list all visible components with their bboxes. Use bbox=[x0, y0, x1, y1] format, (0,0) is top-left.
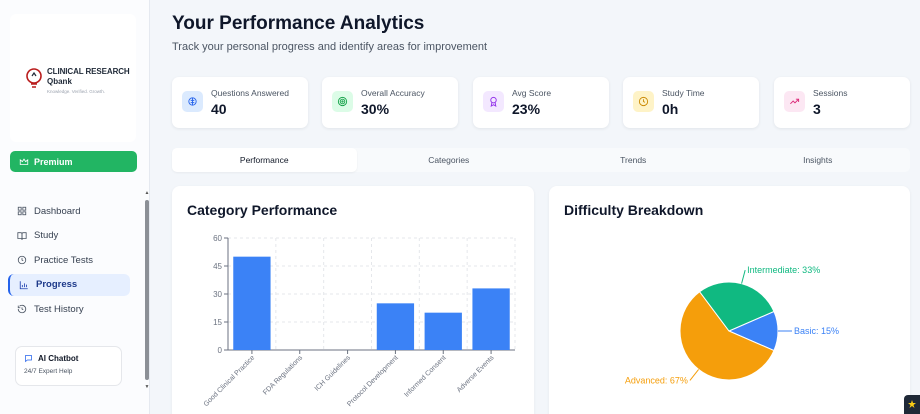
brain-icon bbox=[182, 91, 203, 112]
card-title: Difficulty Breakdown bbox=[564, 202, 704, 218]
history-icon bbox=[17, 304, 27, 314]
stat-overall-accuracy: Overall Accuracy 30% bbox=[322, 77, 458, 128]
stat-label: Study Time bbox=[662, 88, 705, 98]
x-tick-label: Good Clinical Practice bbox=[203, 354, 257, 408]
stat-avg-score: Avg Score 23% bbox=[473, 77, 609, 128]
scroll-down-icon[interactable]: ▼ bbox=[144, 384, 150, 390]
card-title: Category Performance bbox=[187, 202, 338, 218]
sidebar-item-label: Practice Tests bbox=[34, 254, 93, 266]
premium-button[interactable]: Premium bbox=[10, 151, 137, 172]
x-tick-label: Adverse Events bbox=[456, 354, 496, 394]
sidebar-item-test-history[interactable]: Test History bbox=[8, 298, 130, 320]
tab-insights[interactable]: Insights bbox=[803, 155, 833, 165]
stat-sessions: Sessions 3 bbox=[774, 77, 910, 128]
logo-title: CLINICAL RESEARCH bbox=[47, 67, 130, 76]
bar bbox=[376, 303, 415, 350]
difficulty-breakdown-card: Difficulty Breakdown Basic: 15% Advanced:… bbox=[549, 186, 910, 414]
sidebar-item-study[interactable]: Study bbox=[8, 225, 130, 247]
y-tick-label: 30 bbox=[213, 290, 222, 299]
x-tick-label: FDA Regulations bbox=[262, 354, 304, 396]
x-tick-label: Informed Consent bbox=[403, 354, 447, 398]
chat-icon bbox=[25, 355, 32, 363]
chatbot-title: AI Chatbot bbox=[38, 354, 79, 363]
sidebar-nav: Dashboard Study Practice Tests Progress … bbox=[8, 200, 130, 323]
logo-subtitle: Qbank bbox=[47, 77, 72, 86]
stat-value: 30% bbox=[361, 101, 390, 117]
y-tick-label: 45 bbox=[213, 262, 222, 271]
extension-icon[interactable] bbox=[904, 395, 920, 414]
stat-study-time: Study Time 0h bbox=[623, 77, 759, 128]
pie-slice bbox=[698, 281, 775, 332]
scroll-up-icon[interactable]: ▲ bbox=[144, 190, 150, 196]
category-bar-chart: 0 15 30 45 60 Good Clinical Practice FDA Regul… bbox=[203, 234, 516, 408]
scroll-thumb[interactable] bbox=[145, 200, 149, 380]
clock-icon bbox=[17, 255, 27, 265]
trending-up-icon bbox=[784, 91, 805, 112]
chatbot-subtitle: 24/7 Expert Help bbox=[24, 368, 73, 375]
bar bbox=[424, 312, 462, 350]
sidebar-item-dashboard[interactable]: Dashboard bbox=[8, 200, 130, 222]
pie-label: Advanced: 67% bbox=[625, 375, 688, 385]
bar bbox=[472, 288, 510, 350]
crown-icon bbox=[19, 157, 29, 165]
stat-value: 0h bbox=[662, 101, 679, 117]
premium-label: Premium bbox=[34, 156, 73, 167]
sidebar: CLINICAL RESEARCH Qbank Knowledge. Verif… bbox=[0, 0, 150, 414]
book-icon bbox=[17, 231, 27, 240]
sidebar-item-label: Test History bbox=[34, 303, 84, 315]
category-performance-card: Category Performance 0 15 30 45 60 Good Clini… bbox=[172, 186, 534, 414]
y-tick-label: 15 bbox=[213, 318, 222, 327]
x-tick-label: Protocol Development bbox=[346, 354, 400, 408]
pie-slice bbox=[679, 291, 775, 381]
stat-value: 23% bbox=[512, 101, 541, 117]
y-tick-label: 0 bbox=[218, 346, 223, 355]
pie-label: Basic: 15% bbox=[794, 326, 839, 336]
bar bbox=[233, 256, 271, 350]
pie-label: Intermediate: 33% bbox=[747, 265, 820, 275]
sidebar-item-progress[interactable]: Progress bbox=[8, 273, 130, 296]
stat-label: Sessions bbox=[813, 88, 848, 98]
stat-label: Avg Score bbox=[512, 88, 552, 98]
logo-card[interactable]: CLINICAL RESEARCH Qbank Knowledge. Verif… bbox=[10, 14, 136, 142]
sidebar-item-practice-tests[interactable]: Practice Tests bbox=[8, 249, 130, 271]
ai-chatbot-card[interactable]: AI Chatbot 24/7 Expert Help bbox=[15, 346, 122, 386]
page-subtitle: Track your personal progress and identif… bbox=[172, 41, 488, 53]
tab-performance[interactable]: Performance bbox=[172, 148, 357, 172]
pie-leader-line bbox=[689, 369, 699, 381]
logo-tagline: Knowledge. Verified. Growth. bbox=[47, 89, 106, 94]
x-tick-label: ICH Guidelines bbox=[314, 354, 353, 393]
pie-leader-line bbox=[741, 269, 746, 284]
page-title: Your Performance Analytics bbox=[172, 13, 425, 34]
stat-value: 40 bbox=[211, 101, 227, 117]
tab-categories[interactable]: Categories bbox=[428, 155, 470, 165]
sidebar-item-label: Study bbox=[34, 230, 59, 241]
stat-label: Questions Answered bbox=[211, 88, 289, 98]
clock-icon bbox=[633, 91, 654, 112]
stat-label: Overall Accuracy bbox=[361, 88, 425, 98]
y-tick-label: 60 bbox=[213, 234, 222, 243]
tab-trends[interactable]: Trends bbox=[620, 155, 647, 165]
analytics-tabs: Performance Categories Trends Insights bbox=[172, 148, 910, 172]
sidebar-item-label: Dashboard bbox=[34, 205, 81, 217]
target-icon bbox=[332, 91, 353, 112]
stat-value: 3 bbox=[813, 101, 821, 117]
stat-questions-answered: Questions Answered 40 bbox=[172, 77, 308, 128]
logo-icon bbox=[26, 68, 42, 88]
grid-icon bbox=[17, 206, 27, 216]
sidebar-scrollbar[interactable]: ▲ ▼ bbox=[144, 190, 150, 390]
award-icon bbox=[483, 91, 504, 112]
bar-chart-icon bbox=[19, 280, 28, 289]
sidebar-item-label: Progress bbox=[36, 279, 78, 290]
difficulty-pie-chart: Basic: 15% Advanced: 67% Intermediate: 33% bbox=[625, 265, 839, 385]
